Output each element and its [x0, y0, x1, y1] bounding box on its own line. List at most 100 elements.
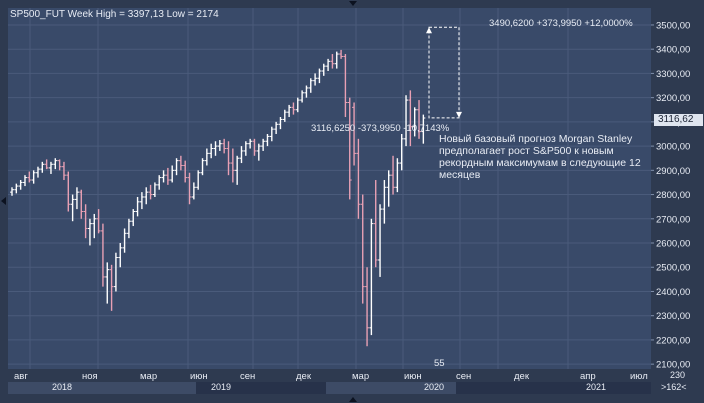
ohlc-bar [183, 160, 188, 183]
ohlc-bar [135, 196, 140, 217]
x-tick-label: июн [190, 371, 208, 382]
ohlc-bar [321, 63, 326, 76]
y-tick-label: 3500,00 [656, 20, 690, 31]
ohlc-bar [382, 180, 387, 224]
x-tick-label: июл [630, 371, 648, 382]
ohlc-chart [8, 8, 651, 369]
ohlc-bar [300, 90, 305, 103]
scroll-down-arrow-icon[interactable] [349, 397, 357, 402]
ohlc-bar [282, 109, 287, 122]
plot-area[interactable] [8, 8, 651, 369]
ohlc-bar [243, 141, 248, 156]
x-tick-label: сен [240, 371, 255, 382]
ohlc-bar [213, 141, 218, 156]
target-annotation: 3490,6200 +373,9950 +12,0000% [489, 18, 633, 29]
ohlc-bar [404, 95, 409, 147]
ohlc-bar [14, 183, 19, 194]
ohlc-bar [113, 252, 118, 292]
ohlc-bar [170, 165, 175, 183]
ohlc-bar [53, 158, 58, 170]
ohlc-bar [139, 192, 144, 210]
y-tick-label: 3300,00 [656, 69, 690, 80]
ohlc-bar [386, 170, 391, 207]
ohlc-bar [339, 49, 344, 59]
ohlc-bar [395, 158, 400, 193]
ohlc-bar [122, 228, 127, 253]
ohlc-bar [196, 170, 201, 190]
ohlc-bar [148, 184, 153, 200]
ohlc-bar [165, 167, 170, 185]
ohlc-bar [66, 171, 71, 212]
ohlc-bar [391, 155, 396, 195]
ohlc-bar [295, 97, 300, 113]
year-bar: 2018 2019 2020 2021 [8, 382, 651, 394]
ohlc-bar [48, 161, 53, 174]
ohlc-bar [334, 51, 339, 69]
drop-arrow-icon [456, 111, 462, 118]
ohlc-bar [126, 218, 131, 239]
x-tick-label: мар [140, 371, 157, 382]
ohlc-bar [287, 104, 292, 118]
time-axis[interactable]: авг ноя мар июн сен дек мар июн сен дек апр июл [8, 369, 651, 382]
ohlc-bar [178, 155, 183, 171]
ohlc-bar [421, 114, 426, 144]
x-tick-label: ноя [82, 371, 98, 382]
ohlc-bar [369, 218, 374, 336]
ohlc-bar [131, 209, 136, 227]
y-tick-label: 2600,00 [656, 239, 690, 250]
ohlc-bar [252, 138, 257, 156]
ohlc-bar [57, 159, 62, 171]
ohlc-bar [79, 189, 84, 219]
ohlc-bar [330, 54, 335, 69]
ohlc-bar [230, 148, 235, 183]
corner-top-value: 230 [670, 370, 686, 380]
ohlc-bar [274, 121, 279, 134]
ohlc-bar [144, 187, 149, 205]
y-tick-label: 3000,00 [656, 142, 690, 153]
ohlc-bar [408, 90, 413, 147]
year-band-2020 [326, 382, 456, 394]
ohlc-bar [100, 223, 105, 287]
x-tick-label: дек [296, 371, 312, 382]
ohlc-bar [291, 102, 296, 115]
axis-corner: 230 >162< [651, 369, 704, 394]
ohlc-bar [265, 133, 270, 147]
year-label-2021: 2021 [586, 382, 607, 392]
y-tick-label: 2200,00 [656, 335, 690, 346]
scroll-up-arrow-icon[interactable] [349, 1, 357, 6]
ohlc-bar [313, 73, 318, 86]
ohlc-bar [200, 158, 205, 176]
price-axis[interactable]: 3500,003400,003300,003200,003100,003000,… [651, 8, 704, 371]
x-tick-label: авг [14, 371, 28, 382]
x-tick-label: сен [456, 371, 471, 382]
ohlc-bar [191, 182, 196, 200]
ohlc-bar [248, 138, 253, 149]
ohlc-bar [40, 161, 45, 173]
x-tick-label: дек [514, 371, 530, 382]
ohlc-bar [174, 158, 179, 176]
y-tick-label: 3400,00 [656, 45, 690, 56]
ohlc-bar [118, 243, 123, 268]
ohlc-bar [209, 143, 214, 159]
ohlc-bar [44, 159, 49, 170]
price-badge: 3116,62 [654, 114, 703, 126]
ohlc-bar [10, 187, 14, 196]
ohlc-bar [373, 180, 378, 268]
ohlc-bar [326, 58, 331, 71]
ohlc-bar [417, 100, 422, 139]
ohlc-bar [347, 97, 352, 200]
ohlc-bar [18, 180, 23, 190]
ohlc-bar [239, 146, 244, 164]
y-tick-label: 2500,00 [656, 263, 690, 274]
y-tick-label: 2900,00 [656, 166, 690, 177]
year-label-2018: 2018 [52, 382, 73, 392]
scroll-left-arrow-icon[interactable] [1, 197, 6, 205]
ohlc-bar [308, 78, 313, 93]
ohlc-bar [222, 138, 227, 154]
ohlc-bar [352, 102, 357, 166]
ohlc-bar [74, 187, 79, 210]
year-label-2019: 2019 [211, 382, 232, 392]
year-band-2018 [8, 382, 196, 394]
target-arrow-icon [426, 27, 432, 34]
ohlc-bar [92, 213, 97, 239]
